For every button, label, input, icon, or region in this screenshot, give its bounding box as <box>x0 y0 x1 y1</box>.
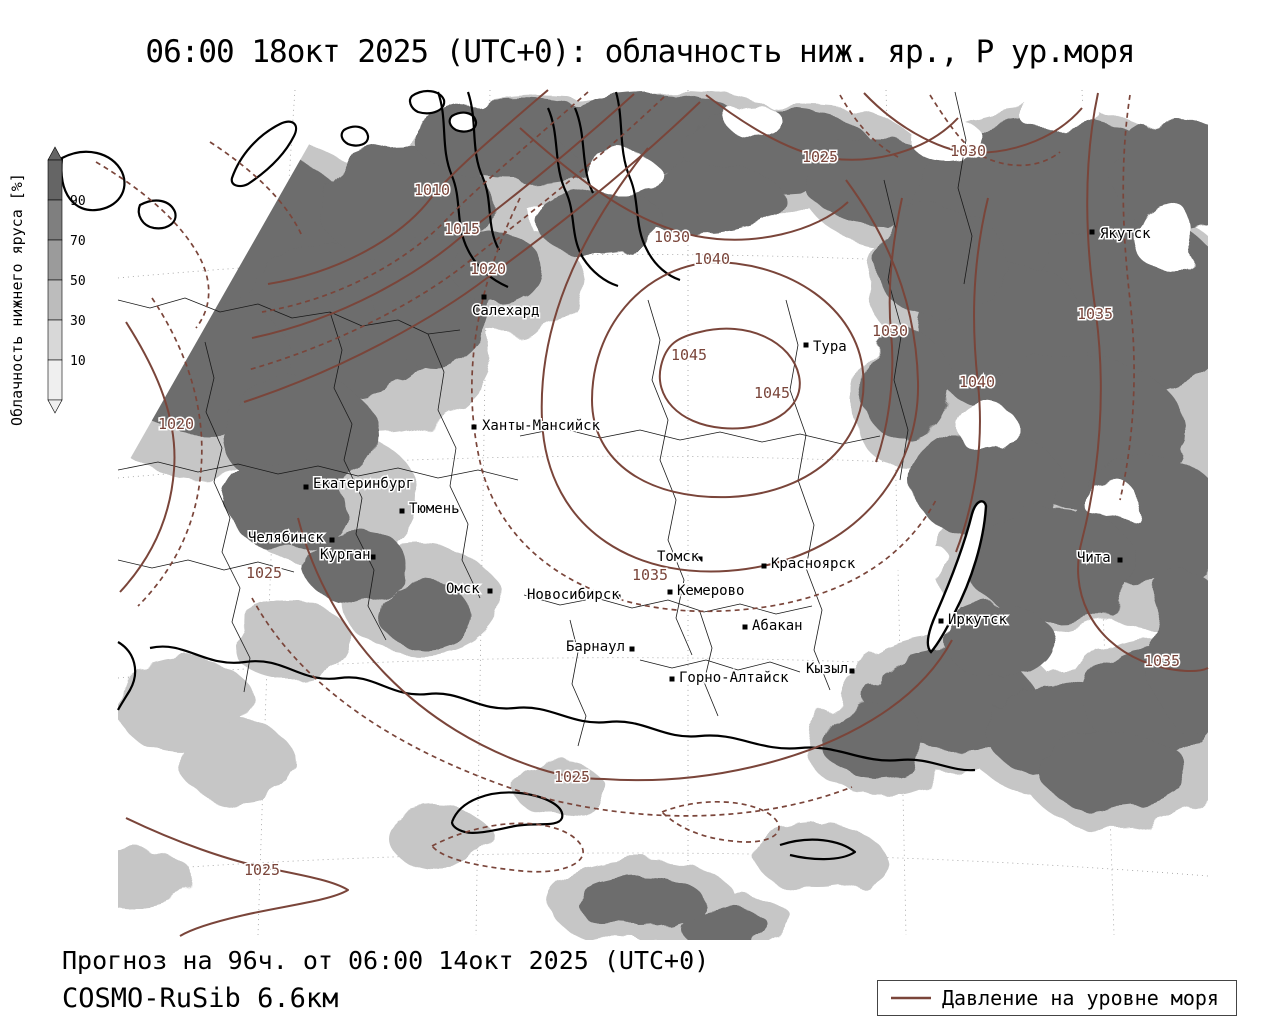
city-dot <box>939 619 944 624</box>
city-label: Томск <box>657 549 700 565</box>
city-label: Новосибирск <box>527 587 620 603</box>
city-dot <box>670 677 675 682</box>
isobar-label: 1035 <box>1144 652 1180 670</box>
city-dot <box>1090 230 1095 235</box>
isobar-label: 1025 <box>246 564 282 582</box>
isobar-label: 1010 <box>414 181 450 199</box>
colorbar-tick: 30 <box>70 314 86 329</box>
city-dot <box>804 343 809 348</box>
isobar-label: 1030 <box>872 322 908 340</box>
city-dot <box>762 564 767 569</box>
pressure-line-sample <box>890 993 932 1003</box>
isobar-label: 1025 <box>802 148 838 166</box>
city-dot <box>743 625 748 630</box>
city-label: Иркутск <box>948 612 1008 628</box>
city-dot <box>304 485 309 490</box>
colorbar-segment <box>48 360 62 400</box>
isobar-label: 1020 <box>158 415 194 433</box>
colorbar-segment <box>48 200 62 240</box>
isobar-label: 1045 <box>671 346 707 364</box>
colorbar-tick: 90 <box>70 194 86 209</box>
city-label: Красноярск <box>771 556 856 572</box>
weather-map: 1010101510201030104010251030103010351040… <box>0 0 1280 1024</box>
city-dot <box>488 589 493 594</box>
colorbar-arrow-up <box>48 147 62 160</box>
colorbar-segment <box>48 280 62 320</box>
city-label: Тюмень <box>409 501 460 517</box>
forecast-info: Прогноз на 96ч. от 06:00 14окт 2025 (UTC… <box>62 946 709 975</box>
city-dot <box>668 590 673 595</box>
isobar-label: 1020 <box>470 260 506 278</box>
model-info: COSMO-RuSib 6.6км <box>62 983 338 1014</box>
isobar-label: 1030 <box>950 142 986 160</box>
city-label: Барнаул <box>566 639 625 655</box>
city-label: Ханты-Мансийск <box>482 418 601 434</box>
isobar-label: 1015 <box>444 220 480 238</box>
colorbar-arrow-down <box>48 400 62 413</box>
city-label: Челябинск <box>248 530 324 546</box>
city-label: Екатеринбург <box>313 476 414 492</box>
pressure-legend: Давление на уровне моря <box>877 980 1237 1016</box>
isobar-label: 1040 <box>694 250 730 268</box>
isobar-label: 1025 <box>554 768 590 786</box>
colorbar-segment <box>48 240 62 280</box>
city-label: Салехард <box>472 303 539 319</box>
city-label: Чита <box>1077 550 1111 566</box>
cloudiness-colorbar: 90 70 50 30 10 <box>44 142 116 432</box>
isobar-label: 1035 <box>1077 305 1113 323</box>
city-dot <box>400 509 405 514</box>
city-dot <box>371 555 376 560</box>
weather-map-page: 1010101510201030104010251030103010351040… <box>0 0 1280 1024</box>
colorbar-segment <box>48 160 62 200</box>
city-label: Тура <box>813 339 847 355</box>
isobar-label: 1025 <box>244 861 280 879</box>
city-label: Кызыл <box>806 661 848 677</box>
city-label: Кемерово <box>677 583 744 599</box>
legend-label: Давление на уровне моря <box>942 986 1219 1010</box>
colorbar-segment <box>48 320 62 360</box>
isobar-label: 1040 <box>959 373 995 391</box>
isobar-label: 1035 <box>632 566 668 584</box>
isobar-label: 1045 <box>754 384 790 402</box>
colorbar-tick: 70 <box>70 234 86 249</box>
colorbar-tick: 10 <box>70 354 86 369</box>
city-dot <box>850 669 855 674</box>
city-dot <box>1118 558 1123 563</box>
city-label: Курган <box>320 547 371 563</box>
city-dot <box>330 538 335 543</box>
city-label: Горно-Алтайск <box>679 670 789 686</box>
city-dot <box>630 647 635 652</box>
city-label: Абакан <box>752 618 803 634</box>
city-label: Якутск <box>1100 226 1151 242</box>
map-title: 06:00 18окт 2025 (UTC+0): облачность ниж… <box>0 34 1280 70</box>
city-label: Омск <box>446 581 480 597</box>
colorbar-tick: 50 <box>70 274 86 289</box>
colorbar-axis-label: Облачность нижнего яруса [%] <box>8 150 26 450</box>
city-dot <box>472 425 477 430</box>
isobar-label: 1030 <box>654 228 690 246</box>
city-dot <box>482 295 487 300</box>
